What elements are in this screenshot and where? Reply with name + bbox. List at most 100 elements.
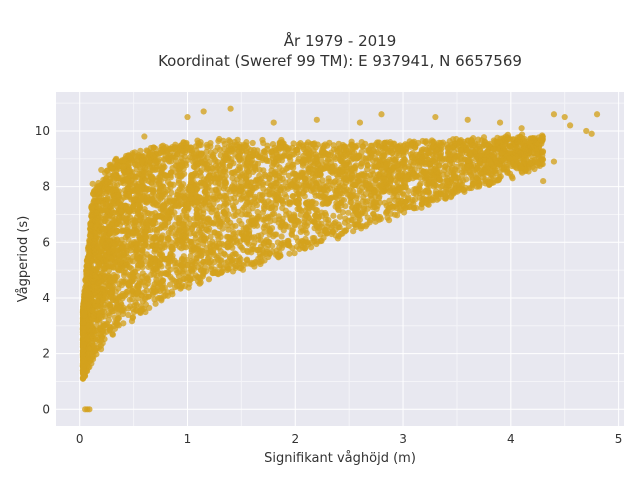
scatter-point [458, 155, 464, 161]
scatter-point [177, 186, 183, 192]
scatter-point [179, 263, 185, 269]
scatter-point [455, 141, 461, 147]
scatter-point [211, 220, 217, 226]
scatter-point [159, 251, 165, 257]
scatter-point [356, 202, 362, 208]
scatter-point [232, 151, 238, 157]
scatter-point [370, 205, 376, 211]
scatter-point [249, 199, 255, 205]
scatter-point [386, 185, 392, 191]
scatter-point [203, 189, 209, 195]
scatter-point [121, 272, 127, 278]
scatter-point [294, 147, 300, 153]
scatter-point [234, 176, 240, 182]
scatter-point [92, 218, 98, 224]
scatter-point [92, 347, 98, 353]
scatter-point [302, 193, 308, 199]
scatter-point [145, 217, 151, 223]
scatter-point [383, 210, 389, 216]
scatter-point [364, 158, 370, 164]
scatter-point [318, 238, 324, 244]
scatter-point [126, 208, 132, 214]
scatter-point [223, 193, 229, 199]
scatter-point [379, 153, 385, 159]
scatter-point [250, 140, 256, 146]
scatter-point [475, 137, 481, 143]
scatter-point [181, 257, 187, 263]
scatter-point [180, 221, 186, 227]
scatter-point [230, 160, 236, 166]
scatter-point [116, 163, 122, 169]
scatter-point [504, 153, 510, 159]
scatter-point [131, 239, 137, 245]
scatter-point [476, 159, 482, 165]
scatter-point [342, 220, 348, 226]
scatter-point [323, 164, 329, 170]
scatter-point [118, 209, 124, 215]
scatter-point [272, 169, 278, 175]
scatter-point [530, 138, 536, 144]
scatter-point [310, 235, 316, 241]
scatter-point [304, 170, 310, 176]
scatter-point [135, 209, 141, 215]
scatter-point [335, 201, 341, 207]
scatter-point [139, 159, 145, 165]
scatter-point [396, 172, 402, 178]
scatter-point [257, 152, 263, 158]
scatter-point [315, 161, 321, 167]
scatter-point [261, 241, 267, 247]
scatter-point [140, 270, 146, 276]
scatter-point [243, 195, 249, 201]
scatter-point [300, 156, 306, 162]
scatter-point [268, 149, 274, 155]
scatter-point [101, 323, 107, 329]
scatter-point [203, 149, 209, 155]
scatter-point [149, 173, 155, 179]
scatter-point [267, 176, 273, 182]
scatter-point [152, 301, 158, 307]
scatter-point [146, 210, 152, 216]
scatter-point [488, 175, 494, 181]
scatter-point [239, 261, 245, 267]
scatter-point [384, 145, 390, 151]
scatter-point [341, 197, 347, 203]
scatter-point [213, 187, 219, 193]
scatter-point [199, 159, 205, 165]
scatter-point [393, 156, 399, 162]
scatter-point [360, 143, 366, 149]
scatter-point [442, 163, 448, 169]
scatter-point [129, 318, 135, 324]
scatter-point [401, 165, 407, 171]
scatter-point [173, 202, 179, 208]
scatter-point [472, 180, 478, 186]
scatter-point [330, 213, 336, 219]
scatter-point [310, 204, 316, 210]
scatter-point [273, 231, 279, 237]
scatter-point [367, 219, 373, 225]
scatter-point [111, 272, 117, 278]
scatter-point [382, 140, 388, 146]
scatter-point [241, 204, 247, 210]
scatter-point [130, 286, 136, 292]
scatter-point [372, 219, 378, 225]
scatter-point [452, 166, 458, 172]
scatter-point [315, 179, 321, 185]
scatter-point [509, 173, 515, 179]
scatter-point [147, 254, 153, 260]
scatter-point [261, 229, 267, 235]
scatter-point [294, 200, 300, 206]
scatter-point [132, 217, 138, 223]
scatter-point [113, 157, 119, 163]
scatter-point [113, 320, 119, 326]
scatter-point [267, 205, 273, 211]
scatter-point [260, 181, 266, 187]
scatter-point [375, 171, 381, 177]
scatter-point [386, 217, 392, 223]
scatter-point [193, 272, 199, 278]
scatter-point [204, 155, 210, 161]
scatter-point [201, 222, 207, 228]
scatter-point [405, 188, 411, 194]
scatter-point [173, 238, 179, 244]
scatter-point [378, 181, 384, 187]
